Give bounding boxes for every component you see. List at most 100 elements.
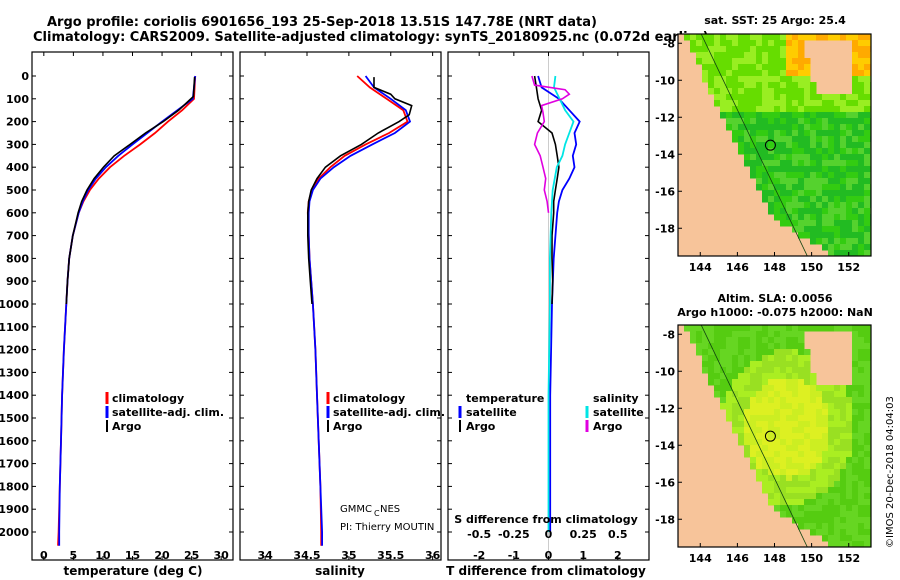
sea-cell xyxy=(858,208,865,215)
sea-cell xyxy=(840,469,847,476)
sea-cell xyxy=(840,94,847,101)
sea-cell xyxy=(816,427,823,434)
sea-cell xyxy=(840,226,847,233)
sea-cell xyxy=(840,523,847,530)
sea-cell xyxy=(804,355,811,362)
sea-cell xyxy=(744,76,751,83)
sea-cell xyxy=(792,52,799,59)
sea-cell xyxy=(816,421,823,428)
sea-cell xyxy=(750,34,757,41)
sea-cell xyxy=(828,523,835,530)
sea-cell xyxy=(840,250,847,256)
sea-cell xyxy=(732,397,739,404)
sea-cell xyxy=(864,517,871,524)
sea-cell xyxy=(780,40,787,47)
sea-cell xyxy=(708,46,715,53)
sea-cell xyxy=(786,451,793,458)
sea-cell xyxy=(804,100,811,107)
sea-cell xyxy=(828,172,835,179)
sea-cell xyxy=(810,94,817,101)
sea-cell xyxy=(762,136,769,143)
sea-cell xyxy=(720,391,727,398)
sea-cell xyxy=(786,475,793,482)
top-tick-label: 0.5 xyxy=(608,528,628,541)
sea-cell xyxy=(846,541,853,547)
sea-cell xyxy=(810,34,817,41)
sea-cell xyxy=(804,214,811,221)
sea-cell xyxy=(834,469,841,476)
sea-cell xyxy=(774,70,781,77)
sea-cell xyxy=(780,331,787,338)
sea-cell xyxy=(756,76,763,83)
sea-cell xyxy=(762,190,769,197)
sea-cell xyxy=(798,505,805,512)
sea-cell xyxy=(798,373,805,380)
sea-cell xyxy=(774,112,781,119)
sea-cell xyxy=(768,421,775,428)
legend-s-argo: Argo xyxy=(593,420,623,433)
sea-cell xyxy=(732,361,739,368)
sea-cell xyxy=(834,487,841,494)
sea-cell xyxy=(852,427,859,434)
sea-cell xyxy=(762,337,769,344)
sea-cell xyxy=(774,487,781,494)
sea-cell xyxy=(732,94,739,101)
sea-cell xyxy=(786,94,793,101)
sea-cell xyxy=(858,160,865,167)
sea-cell xyxy=(792,46,799,53)
sea-cell xyxy=(786,196,793,203)
sea-cell xyxy=(798,481,805,488)
sea-cell xyxy=(750,379,757,386)
sea-cell xyxy=(810,178,817,185)
sea-cell xyxy=(702,58,709,65)
sea-cell xyxy=(840,148,847,155)
sea-cell xyxy=(738,403,745,410)
sea-cell xyxy=(708,325,715,332)
legend-s-satellite: satellite xyxy=(593,406,644,419)
sea-cell xyxy=(816,112,823,119)
sea-cell xyxy=(732,349,739,356)
sea-cell xyxy=(738,439,745,446)
sea-cell xyxy=(816,220,823,227)
sea-cell xyxy=(840,238,847,245)
sea-cell xyxy=(726,403,733,410)
depth-tick-label: 1100 xyxy=(0,321,29,334)
sea-cell xyxy=(786,505,793,512)
sea-cell xyxy=(726,367,733,374)
sea-cell xyxy=(786,154,793,161)
sea-cell xyxy=(828,148,835,155)
sea-cell xyxy=(798,523,805,530)
sea-cell xyxy=(822,94,829,101)
sea-cell xyxy=(864,58,871,65)
sea-cell xyxy=(738,331,745,338)
sea-cell xyxy=(828,475,835,482)
sea-cell xyxy=(774,208,781,215)
depth-tick-label: 700 xyxy=(6,230,29,243)
sea-cell xyxy=(720,64,727,71)
sea-cell xyxy=(756,433,763,440)
sea-cell xyxy=(792,511,799,518)
sea-cell xyxy=(858,493,865,500)
sea-cell xyxy=(846,100,853,107)
sea-cell xyxy=(804,160,811,167)
sea-cell xyxy=(846,517,853,524)
sea-cell xyxy=(780,499,787,506)
sea-cell xyxy=(768,118,775,125)
sea-cell xyxy=(810,445,817,452)
sea-cell xyxy=(708,34,715,41)
sea-cell xyxy=(732,373,739,380)
sea-cell xyxy=(822,487,829,494)
sea-cell xyxy=(858,196,865,203)
sea-cell xyxy=(750,112,757,119)
sea-cell xyxy=(804,481,811,488)
sea-cell xyxy=(744,124,751,131)
sea-cell xyxy=(846,481,853,488)
sea-cell xyxy=(822,457,829,464)
temperature-panel-frame xyxy=(31,51,234,561)
sea-cell xyxy=(798,220,805,227)
sea-cell xyxy=(840,166,847,173)
sea-cell xyxy=(852,166,859,173)
sea-cell xyxy=(846,391,853,398)
sea-cell xyxy=(762,148,769,155)
sea-cell xyxy=(780,64,787,71)
